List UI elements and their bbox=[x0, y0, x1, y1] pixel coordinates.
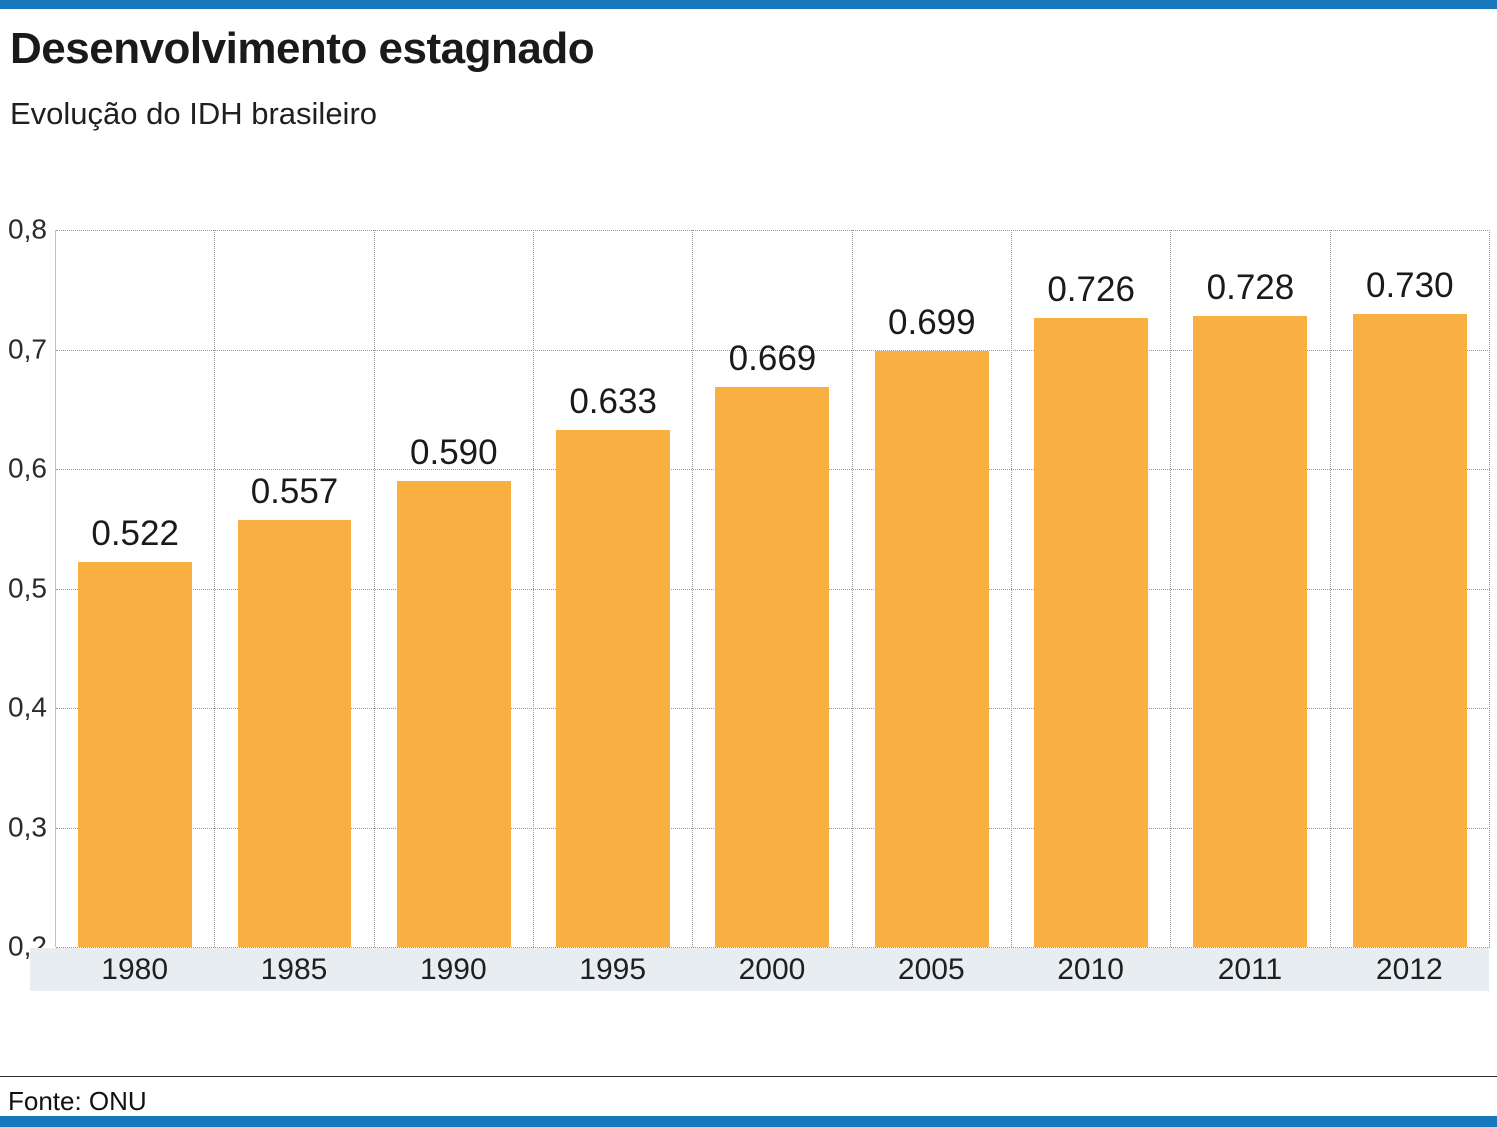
bar-column: 0.522 bbox=[56, 230, 216, 947]
x-tick-label: 2012 bbox=[1375, 953, 1443, 986]
bar: 0.699 bbox=[874, 303, 989, 947]
y-tick-label: 0,8 bbox=[8, 213, 47, 245]
bar-value-label: 0.590 bbox=[410, 432, 498, 472]
y-axis: 0,8 0,7 0,6 0,5 0,4 0,3 0,2 bbox=[8, 213, 52, 961]
bar-column: 0.557 bbox=[215, 230, 375, 947]
bar-column: 0.730 bbox=[1331, 230, 1490, 947]
x-tick-label: 1980 bbox=[101, 953, 169, 986]
bar-value-label: 0.522 bbox=[91, 514, 179, 554]
top-accent-bar bbox=[0, 0, 1497, 9]
bar-value-label: 0.730 bbox=[1365, 265, 1454, 305]
chart-subtitle: Evolução do IDH brasileiro bbox=[10, 96, 378, 131]
x-axis-labels: 1980 1985 1990 1995 2000 2005 2010 2011 2012 bbox=[55, 948, 1489, 991]
y-tick-label: 0,3 bbox=[8, 810, 47, 842]
bar-column: 0.699 bbox=[853, 230, 1012, 947]
bar: 0.669 bbox=[715, 339, 830, 947]
x-tick-label: 1985 bbox=[260, 953, 328, 986]
x-tick-label: 1990 bbox=[419, 953, 487, 986]
bar: 0.522 bbox=[78, 514, 193, 947]
y-tick-label: 0,5 bbox=[8, 571, 47, 603]
x-tick-label: 2000 bbox=[738, 953, 806, 986]
bar-value-label: 0.699 bbox=[888, 302, 976, 342]
bar-columns: 0.522 0.557 0.590 0.633 0.669 0.699 0.726 0.728… bbox=[56, 230, 1490, 947]
bar-value-label: 0.633 bbox=[569, 381, 657, 421]
bar: 0.730 bbox=[1352, 266, 1467, 947]
y-tick-label: 0,6 bbox=[8, 452, 47, 484]
x-tick-label: 2005 bbox=[897, 953, 965, 986]
bar-column: 0.590 bbox=[375, 230, 534, 947]
bar: 0.726 bbox=[1034, 270, 1149, 947]
chart-title: Desenvolvimento estagnado bbox=[10, 24, 595, 73]
x-tick-label: 2010 bbox=[1057, 953, 1124, 986]
bar-value-label: 0.557 bbox=[250, 472, 339, 512]
bar: 0.633 bbox=[556, 382, 671, 947]
bar: 0.728 bbox=[1193, 268, 1308, 947]
bar-value-label: 0.726 bbox=[1047, 270, 1135, 310]
bar-column: 0.633 bbox=[534, 230, 694, 947]
bar-column: 0.726 bbox=[1012, 230, 1172, 947]
source-note: Fonte: ONU bbox=[8, 1086, 147, 1116]
bar-column: 0.669 bbox=[693, 230, 853, 947]
x-tick-label: 2011 bbox=[1217, 953, 1283, 986]
bar-column: 0.728 bbox=[1171, 230, 1331, 947]
y-tick-label: 0,7 bbox=[8, 332, 47, 364]
bar: 0.557 bbox=[237, 472, 352, 947]
footer-divider bbox=[0, 1076, 1497, 1077]
x-tick-label: 1995 bbox=[579, 953, 647, 986]
bar-value-label: 0.728 bbox=[1206, 268, 1295, 308]
bar-value-label: 0.669 bbox=[728, 338, 817, 378]
bar: 0.590 bbox=[396, 433, 511, 947]
plot-area: 0.522 0.557 0.590 0.633 0.669 0.699 0.726 0.728… bbox=[55, 230, 1490, 948]
bottom-accent-bar bbox=[0, 1116, 1497, 1127]
x-axis-band bbox=[30, 948, 1489, 991]
y-tick-label: 0,4 bbox=[8, 691, 47, 723]
